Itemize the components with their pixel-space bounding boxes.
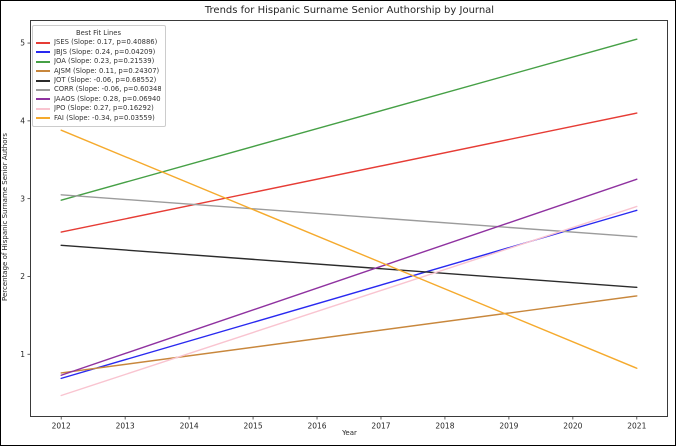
y-tick-label: 4 [20, 116, 25, 125]
legend-label-jses: JSES (Slope: 0.17, p=0.40886) [54, 38, 158, 47]
x-tick-label: 2021 [627, 422, 646, 431]
series-line-jot [60, 244, 638, 289]
legend-entry-joa: JOA (Slope: 0.23, p=0.21539) [36, 57, 161, 66]
y-tick-label: 3 [20, 194, 25, 203]
legend-label-joa: JOA (Slope: 0.23, p=0.21539) [54, 57, 155, 66]
y-tick-label: 2 [20, 272, 25, 281]
legend-entry-ajsm: AJSM (Slope: 0.11, p=0.24307) [36, 67, 161, 76]
series-line-jaaos [60, 178, 638, 376]
x-tick-label: 2016 [307, 422, 326, 431]
legend-swatch-corr [36, 89, 50, 92]
legend-swatch-jaaos [36, 98, 50, 101]
legend-label-ajsm: AJSM (Slope: 0.11, p=0.24307) [54, 66, 160, 75]
legend-entry-jbjs: JBJS (Slope: 0.24, p=0.04209) [36, 48, 161, 57]
legend-entry-jpo: JPO (Slope: 0.27, p=0.16292) [36, 104, 161, 113]
legend-entry-jaaos: JAAOS (Slope: 0.28, p=0.06940) [36, 95, 161, 104]
x-tick-label: 2015 [244, 422, 263, 431]
x-tick-label: 2018 [435, 422, 454, 431]
legend-swatch-jbjs [36, 51, 50, 54]
x-tick-label: 2019 [499, 422, 518, 431]
legend-label-fai: FAI (Slope: -0.34, p=0.03559) [54, 113, 155, 122]
legend-label-jpo: JPO (Slope: 0.27, p=0.16292) [54, 104, 154, 113]
legend-entry-corr: CORR (Slope: -0.06, p=0.60348) [36, 85, 161, 94]
x-tick-label: 2017 [371, 422, 390, 431]
legend-swatch-joa [36, 60, 50, 63]
legend-title: Best Fit Lines [75, 29, 122, 37]
legend-swatch-jses [36, 42, 50, 45]
series-line-fai [60, 129, 638, 369]
x-tick-label: 2012 [52, 422, 71, 431]
y-tick-label: 1 [20, 350, 25, 359]
series-line-jbjs [60, 209, 638, 380]
legend-swatch-fai [36, 117, 50, 120]
x-axis-label: Year [342, 429, 357, 437]
legend-label-jaaos: JAAOS (Slope: 0.28, p=0.06940) [54, 94, 161, 103]
legend-label-jot: JOT (Slope: -0.06, p=0.68552) [54, 75, 157, 84]
x-tick-label: 2020 [563, 422, 582, 431]
legend-entry-fai: FAI (Slope: -0.34, p=0.03559) [36, 114, 161, 123]
x-tick-label: 2014 [180, 422, 199, 431]
legend-swatch-ajsm [36, 70, 50, 73]
series-line-jpo [60, 205, 638, 397]
legend-swatch-jpo [36, 107, 50, 110]
plot-frame [30, 20, 668, 417]
series-line-jses [60, 112, 638, 233]
legend-entries: JSES (Slope: 0.17, p=0.40886) JBJS (Slope… [36, 38, 161, 123]
legend-entry-jot: JOT (Slope: -0.06, p=0.68552) [36, 76, 161, 85]
x-tick-label: 2013 [116, 422, 135, 431]
legend-label-corr: CORR (Slope: -0.06, p=0.60348) [54, 85, 161, 94]
legend-entry-jses: JSES (Slope: 0.17, p=0.40886) [36, 38, 161, 47]
series-line-ajsm [60, 295, 638, 374]
chart-title: Trends for Hispanic Surname Senior Autho… [204, 5, 495, 16]
legend: Best Fit Lines JSES (Slope: 0.17, p=0.40… [32, 25, 166, 127]
series-line-corr [60, 194, 638, 238]
series-line-joa [60, 38, 638, 201]
legend-label-jbjs: JBJS (Slope: 0.24, p=0.04209) [54, 47, 156, 56]
y-tick-label: 5 [20, 39, 25, 48]
legend-swatch-jot [36, 79, 50, 82]
